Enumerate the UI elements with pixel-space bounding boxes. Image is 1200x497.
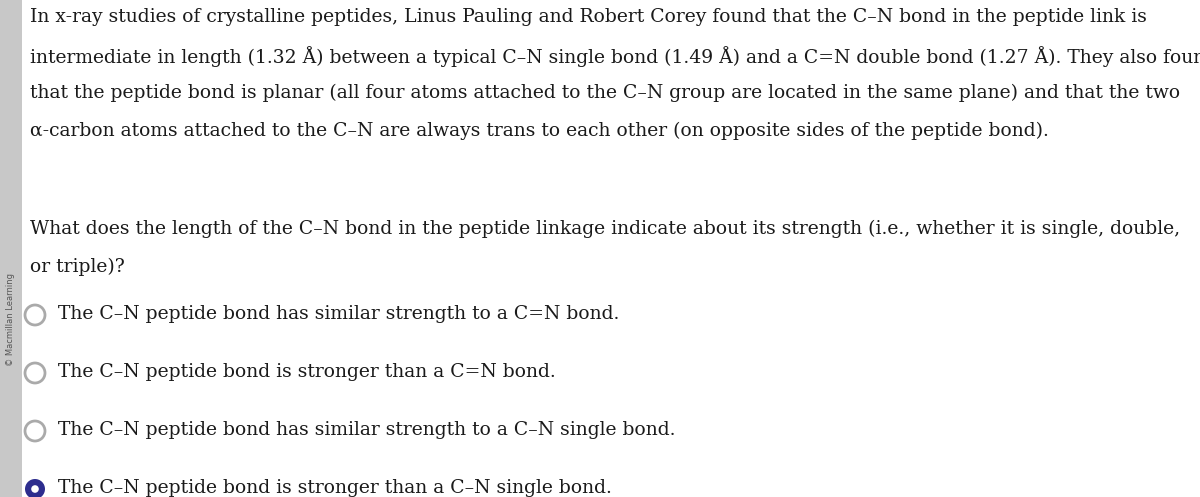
Circle shape <box>31 485 38 493</box>
Circle shape <box>25 479 46 497</box>
Circle shape <box>25 421 46 441</box>
Text: In x-ray studies of crystalline peptides, Linus Pauling and Robert Corey found t: In x-ray studies of crystalline peptides… <box>30 8 1147 26</box>
Text: © Macmillan Learning: © Macmillan Learning <box>6 273 16 366</box>
Text: The C–N peptide bond is stronger than a C–N single bond.: The C–N peptide bond is stronger than a … <box>58 479 612 497</box>
Bar <box>0 0 22 497</box>
Text: intermediate in length (1.32 Å) between a typical C–N single bond (1.49 Å) and a: intermediate in length (1.32 Å) between … <box>30 46 1200 67</box>
Text: The C–N peptide bond has similar strength to a C–N single bond.: The C–N peptide bond has similar strengt… <box>58 421 676 439</box>
Text: The C–N peptide bond is stronger than a C=N bond.: The C–N peptide bond is stronger than a … <box>58 363 556 381</box>
Text: or triple)?: or triple)? <box>30 258 125 276</box>
Text: α-carbon atoms attached to the C–N are always trans to each other (on opposite s: α-carbon atoms attached to the C–N are a… <box>30 122 1049 140</box>
Text: that the peptide bond is planar (all four atoms attached to the C–N group are lo: that the peptide bond is planar (all fou… <box>30 84 1180 102</box>
Text: The C–N peptide bond has similar strength to a C=N bond.: The C–N peptide bond has similar strengt… <box>58 305 619 323</box>
Circle shape <box>25 305 46 325</box>
Text: What does the length of the C–N bond in the peptide linkage indicate about its s: What does the length of the C–N bond in … <box>30 220 1180 238</box>
Circle shape <box>25 363 46 383</box>
